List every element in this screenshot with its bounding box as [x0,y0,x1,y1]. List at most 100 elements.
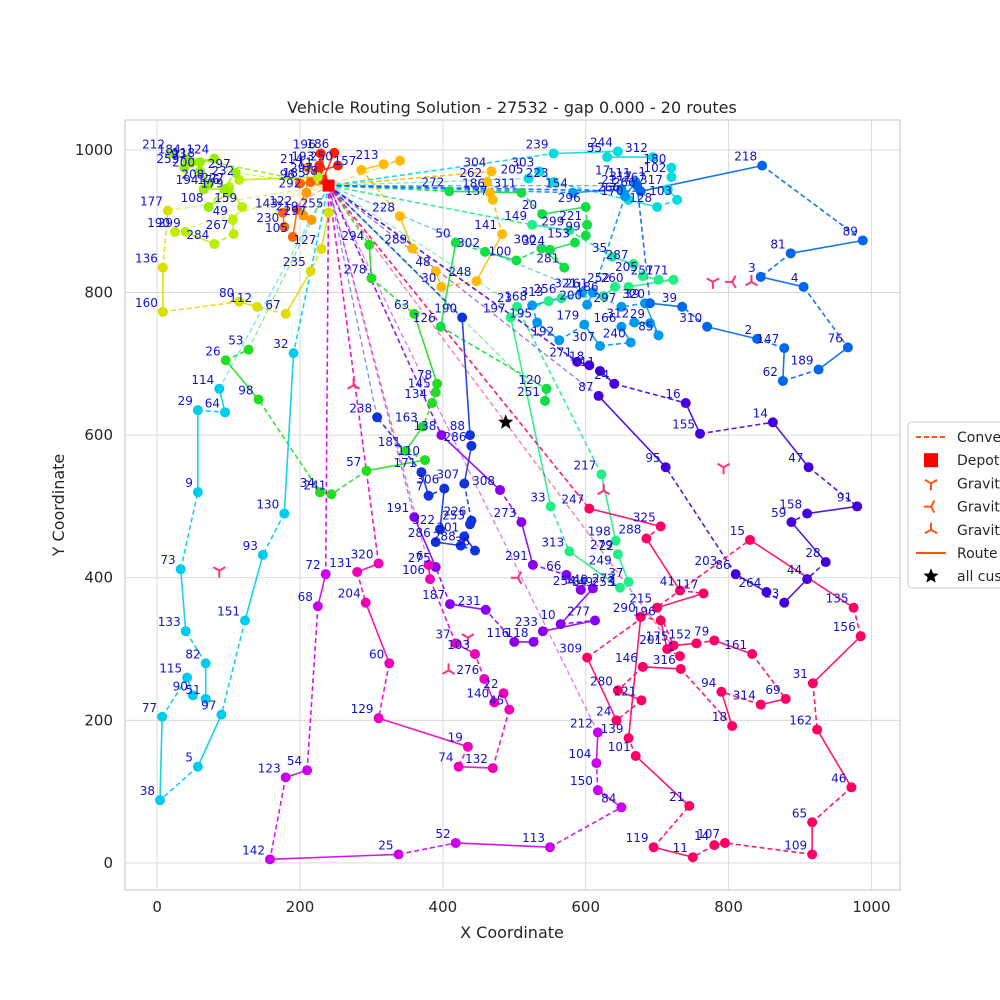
legend-tri-swatch [924,522,938,535]
customer-label: 321 [554,277,577,291]
route-segment [751,653,787,700]
customer-point [165,148,175,159]
customer-label: 324 [522,234,545,248]
customer-point [489,697,500,708]
customer-point [192,405,203,416]
customer-point [592,785,603,796]
route-segment [492,199,503,235]
customer-label: 52 [435,827,450,841]
route-segment [560,587,594,625]
legend-label: Depot [957,453,1000,469]
customer-label: 212 [142,138,165,152]
customer-label: 73 [160,553,175,567]
customer-point [616,301,627,312]
legend-label: Gravit [957,523,1000,539]
customer-point [592,727,603,738]
route-segment [724,842,813,856]
route-return-segment [327,185,430,566]
customer-point [668,274,679,285]
customer-label: 60 [369,647,384,661]
customer-point [527,300,538,311]
customer-point [846,782,857,793]
customer-point [416,467,427,478]
route-segment [680,668,733,727]
customer-point [653,330,664,341]
customer-label: 99 [565,220,580,234]
customer-point [186,157,197,168]
route-segment [807,505,858,515]
customer-point [580,230,591,241]
customer-label: 117 [676,577,699,591]
customer-point [755,699,766,710]
customer-point [559,262,570,273]
customer-point [453,761,464,772]
route-segment [681,306,708,328]
customer-point [373,558,384,569]
route-segment [485,609,515,643]
customer-label: 251 [517,385,540,399]
customer-label: 128 [629,191,652,205]
customer-label: 93 [243,539,258,553]
route-segment [642,666,681,670]
customer-label: 301 [436,520,459,534]
customer-label: 176 [197,173,220,187]
route-segment [615,699,642,721]
customer-label: 16 [665,387,680,401]
customer-label: 113 [522,831,545,845]
y-tick-label: 0 [103,854,113,872]
customer-point [541,383,552,394]
route-segment [197,714,223,767]
customer-labels: 1961931125018638961851221052301432142922… [135,135,858,857]
customer-label: 97 [201,699,216,713]
route-segment [783,578,808,604]
customer-label: 168 [504,289,527,303]
customer-point [366,273,377,284]
customer-label: 23 [497,291,512,305]
customer-label: 196 [293,138,316,152]
customer-label: 1 [638,165,646,179]
x-axis-title: X Coordinate [460,923,564,942]
customer-point [312,172,323,183]
customer-point [445,599,455,610]
customer-label: 141 [474,218,497,232]
customer-label: 116 [486,626,509,640]
customer-point [509,636,520,647]
customer-label: 101 [608,740,631,754]
x-tick-label: 0 [152,898,162,916]
customer-point [779,343,790,354]
customer-point [470,545,480,556]
customer-point [430,387,441,398]
customer-point [767,417,778,428]
customer-label: 114 [191,373,214,387]
customer-label: 180 [644,152,667,166]
route-segment [162,210,169,268]
customer-label: 310 [679,311,702,325]
customer-label: 200 [172,155,195,169]
customer-label: 313 [521,285,544,299]
customer-label: 288 [433,530,456,544]
customer-point [802,508,813,519]
customer-point [243,344,254,355]
customer-label: 36 [455,535,470,549]
route-segment [684,402,701,435]
customer-point [582,652,593,663]
customer-label: 20 [522,198,537,212]
customer-label: 276 [456,663,479,677]
customer-label: 94 [701,676,716,690]
customer-point [305,177,316,188]
customer-label: 21 [601,173,616,187]
customer-point [623,733,634,744]
customer-label: 26 [205,344,220,358]
customer-point [648,842,659,853]
customer-label: 140 [565,572,588,586]
customer-label: 39 [662,291,677,305]
route-return-segment [328,185,599,397]
customer-point [227,214,238,225]
customer-label: 139 [601,722,624,736]
route-segment [449,603,486,611]
route-segment [376,416,423,473]
customer-point [423,559,434,570]
customer-point [684,800,695,811]
customer-point [253,394,264,405]
customer-label: 266 [613,175,636,189]
